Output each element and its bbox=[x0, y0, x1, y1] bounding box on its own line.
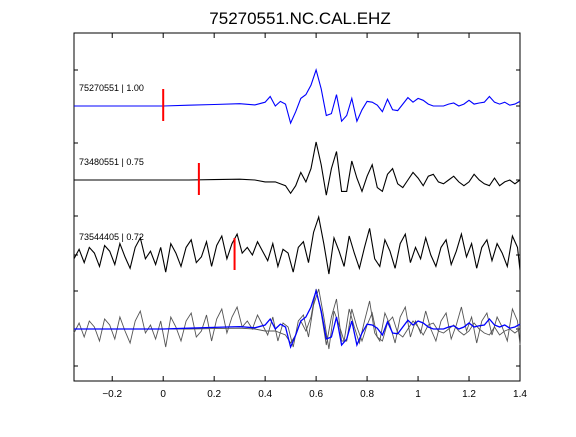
overlay-line-1 bbox=[74, 288, 521, 350]
chart-title: 75270551.NC.CAL.EHZ bbox=[209, 9, 390, 28]
x-axis: −0.2 0 0.2 0.4 0.6 0.8 1 1.2 1.4 bbox=[102, 33, 527, 400]
trace-line-2 bbox=[74, 141, 521, 196]
plot-frame bbox=[73, 32, 521, 382]
trace-line-1 bbox=[74, 67, 521, 125]
overlay-line-2 bbox=[74, 288, 521, 346]
x-tick-label: 1.2 bbox=[462, 389, 476, 400]
x-tick-label: 0.6 bbox=[309, 389, 323, 400]
x-tick-label: −0.2 bbox=[102, 389, 122, 400]
x-tick-label: 1 bbox=[415, 389, 421, 400]
x-tick-label: 0.2 bbox=[207, 389, 221, 400]
trace-label-2: 73480551 | 0.75 bbox=[79, 157, 144, 167]
overlay-line-3 bbox=[73, 288, 521, 350]
trace-label-1: 75270551 | 1.00 bbox=[79, 83, 144, 93]
traces-group: 75270551 | 1.00 73480551 | 0.75 73544405 |… bbox=[73, 67, 521, 275]
trace-label-3: 73544405 | 0.72 bbox=[79, 232, 144, 242]
x-tick-label: 1.4 bbox=[513, 389, 527, 400]
x-tick-label: 0.4 bbox=[258, 389, 272, 400]
x-tick-label: 0.8 bbox=[360, 389, 374, 400]
overlay-group bbox=[73, 288, 521, 350]
x-tick-label: 0 bbox=[160, 389, 166, 400]
trace-line-3 bbox=[73, 214, 521, 275]
